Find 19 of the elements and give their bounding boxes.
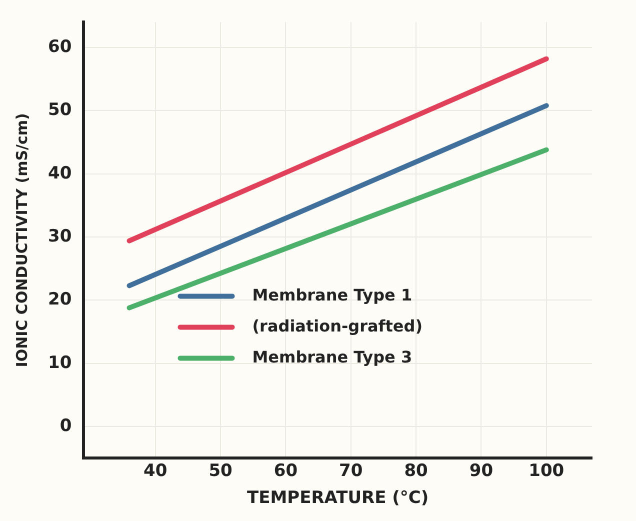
y-tick-label: 30 [48, 226, 72, 246]
y-tick-label: 20 [48, 290, 72, 310]
legend-label: Membrane Type 1 [252, 285, 412, 304]
y-tick-label: 60 [48, 36, 72, 57]
y-axis-title: IONIC CONDUCTIVITY (mS/cm) [12, 113, 31, 368]
y-tick-label: 50 [48, 100, 72, 120]
legend-label: (radiation-grafted) [252, 316, 423, 336]
x-tick-label: 50 [208, 460, 233, 481]
legend-label: Membrane Type 3 [252, 347, 412, 366]
x-axis-title: TEMPERATURE (°C) [246, 488, 429, 508]
x-tick-label: 100 [528, 460, 564, 481]
x-tick-label: 70 [339, 460, 363, 481]
x-tick-label: 90 [469, 460, 494, 481]
x-tick-label: 40 [144, 460, 168, 481]
x-tick-label: 60 [274, 460, 298, 481]
y-tick-label: 40 [48, 163, 72, 184]
y-tick-label: 10 [48, 352, 72, 373]
x-tick-label: 80 [404, 460, 428, 481]
y-tick-label: 0 [60, 416, 72, 436]
